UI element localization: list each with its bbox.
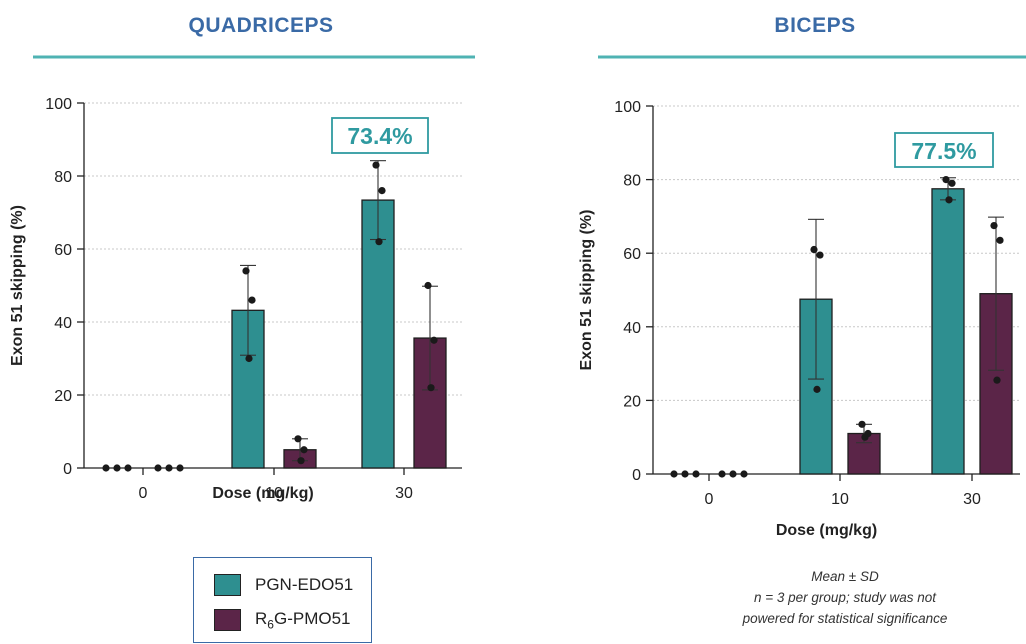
footnote-mean-sd: Mean ± SD [811,569,879,584]
footnote-powered: powered for statistical significance [742,611,948,626]
y-axis-label: Exon 51 skipping (%) [578,210,595,371]
chart-quadriceps: QUADRICEPS 0 20 40 60 80 100 0 10 30 Dose (mg/kg) E… [9,14,475,502]
chart-title: BICEPS [774,14,855,37]
data-point-r6g-pmo51 [154,464,162,472]
data-point-r6g-pmo51 [297,457,305,465]
x-tick-label: 10 [831,491,849,508]
x-tick-label: 10 [265,485,283,502]
x-tick-label: 30 [963,491,981,508]
y-tick-label: 80 [623,173,641,190]
y-tick-label: 100 [45,96,72,113]
data-point-pgn-edo51 [248,296,256,304]
data-point-pgn-edo51 [813,385,821,393]
data-point-pgn-edo51 [945,196,953,204]
data-point-pgn-edo51 [245,354,253,363]
x-tick-label: 30 [395,485,413,502]
data-point-r6g-pmo51 [165,464,173,472]
data-point-r6g-pmo51 [861,433,869,441]
data-point-r6g-pmo51 [300,446,308,454]
legend-item-pgn-edo51: PGN-EDO51 [214,573,353,597]
data-point-r6g-pmo51 [718,470,726,478]
y-tick-label: 20 [54,388,72,405]
data-point-pgn-edo51 [242,267,250,275]
data-point-r6g-pmo51 [424,281,432,290]
legend-item-r6g-pmo51: R6G-PMO51 [214,608,351,632]
data-point-r6g-pmo51 [427,384,435,392]
data-point-r6g-pmo51 [996,236,1004,244]
data-point-pgn-edo51 [372,161,380,169]
legend-swatch-teal [214,574,241,596]
data-point-pgn-edo51 [124,464,132,472]
y-tick-label: 60 [623,246,641,263]
data-point-r6g-pmo51 [740,470,748,478]
data-point-pgn-edo51 [113,464,121,472]
data-point-r6g-pmo51 [176,464,184,472]
x-axis-label: Dose (mg/kg) [212,485,313,502]
data-point-r6g-pmo51 [729,470,737,478]
data-point-r6g-pmo51 [990,222,998,230]
footnote-n-per-group: n = 3 per group; study was not [754,590,936,605]
y-tick-label: 40 [623,320,641,337]
data-point-r6g-pmo51 [294,435,302,443]
data-point-pgn-edo51 [375,238,383,246]
chart-title: QUADRICEPS [188,14,333,37]
legend-swatch-purple [214,609,241,631]
chart-biceps: BICEPS 0 20 40 60 80 100 0 10 30 Dose (mg/kg) Exon … [578,14,1026,539]
data-point-r6g-pmo51 [858,420,866,428]
legend: PGN-EDO51 R6G-PMO51 [193,557,372,643]
annotation-label: 77.5% [911,138,976,164]
data-point-pgn-edo51 [942,176,950,184]
x-tick-label: 0 [705,491,714,508]
x-axis-label: Dose (mg/kg) [776,522,877,539]
data-point-pgn-edo51 [681,470,689,478]
data-point-pgn-edo51 [378,187,386,195]
annotation-box [331,117,429,154]
data-point-pgn-edo51 [810,245,818,254]
data-point-pgn-edo51 [102,464,110,472]
y-tick-label: 60 [54,242,72,259]
y-tick-label: 100 [614,99,641,116]
data-point-pgn-edo51 [816,251,824,259]
annotation-box [894,132,994,168]
legend-label-r6g-pmo51: R6G-PMO51 [255,608,351,632]
y-tick-label: 0 [632,467,641,484]
y-tick-label: 20 [623,393,641,410]
data-point-pgn-edo51 [670,470,678,478]
data-point-r6g-pmo51 [430,336,438,344]
y-axis-label: Exon 51 skipping (%) [9,205,26,366]
data-point-pgn-edo51 [948,179,956,187]
legend-label-pgn-edo51: PGN-EDO51 [255,575,354,594]
y-tick-label: 40 [54,315,72,332]
bar-pgn-edo51 [931,188,965,475]
y-tick-label: 80 [54,169,72,186]
data-point-r6g-pmo51 [993,376,1001,384]
y-tick-label: 0 [63,461,72,478]
annotation-label: 73.4% [347,123,412,149]
data-point-pgn-edo51 [692,470,700,478]
x-tick-label: 0 [139,485,148,502]
